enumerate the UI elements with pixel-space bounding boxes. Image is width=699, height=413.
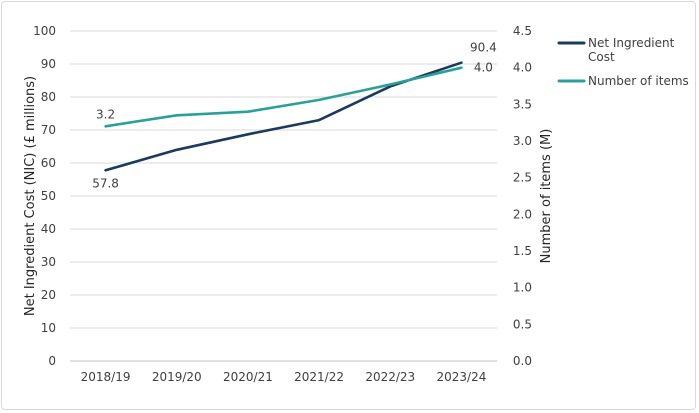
gridlines [70, 30, 497, 362]
right-tick-label: 2.5 [513, 171, 532, 185]
x-axis-ticks: 2018/19 2019/20 2020/21 2021/22 2022/23 2023/… [81, 370, 487, 384]
data-label: 3.2 [96, 107, 115, 121]
right-tick-label: 2.0 [513, 207, 532, 221]
legend-item-net-ingredient-cost: Net Ingredient Cost [557, 36, 675, 64]
left-tick-label: 80 [41, 90, 56, 104]
series-lines [104, 61, 463, 172]
right-tick-label: 3.0 [513, 134, 532, 148]
left-tick-label: 100 [33, 24, 56, 38]
series-line-net-ingredient-cost [104, 61, 463, 172]
x-tick-label: 2020/21 [223, 370, 273, 384]
right-tick-label: 1.5 [513, 244, 532, 258]
left-tick-label: 10 [41, 321, 56, 335]
right-tick-label: 3.5 [513, 97, 532, 111]
left-tick-label: 40 [41, 222, 56, 236]
x-tick-label: 2019/20 [152, 370, 202, 384]
data-label: 4.0 [474, 61, 493, 75]
right-tick-label: 0.0 [513, 354, 532, 368]
left-tick-label: 70 [41, 123, 56, 137]
left-tick-label: 90 [41, 57, 56, 71]
right-axis-ticks: 0.0 0.5 1.0 1.5 2.0 2.5 3.0 3.5 4.0 4.5 [513, 24, 532, 368]
left-axis-ticks: 0 10 20 30 40 50 60 70 80 90 100 [33, 24, 56, 368]
data-label: 57.8 [92, 176, 119, 190]
left-tick-label: 50 [41, 189, 56, 203]
data-label: 90.4 [470, 41, 497, 55]
left-tick-label: 60 [41, 156, 56, 170]
x-tick-label: 2021/22 [294, 370, 344, 384]
left-axis-title: Net Ingredient Cost (NIC) (£ millions) [23, 76, 38, 316]
right-tick-label: 1.0 [513, 281, 532, 295]
x-tick-label: 2022/23 [365, 370, 415, 384]
x-tick-label: 2023/24 [436, 370, 486, 384]
data-labels: 57.8 90.4 3.2 4.0 [92, 41, 497, 191]
right-axis-title: Number of items (M) [539, 129, 554, 264]
right-tick-label: 4.0 [513, 61, 532, 75]
left-tick-label: 20 [41, 288, 56, 302]
legend: Net Ingredient Cost Number of items [557, 36, 689, 88]
legend-item-number-of-items: Number of items [557, 74, 689, 88]
legend-label: Net Ingredient Cost [588, 36, 675, 64]
left-tick-label: 30 [41, 255, 56, 269]
series-line-number-of-items [104, 66, 463, 128]
legend-label: Number of items [588, 74, 689, 88]
right-tick-label: 4.5 [513, 24, 532, 38]
left-tick-label: 0 [48, 354, 56, 368]
right-tick-label: 0.5 [513, 317, 532, 331]
x-tick-label: 2018/19 [81, 370, 131, 384]
